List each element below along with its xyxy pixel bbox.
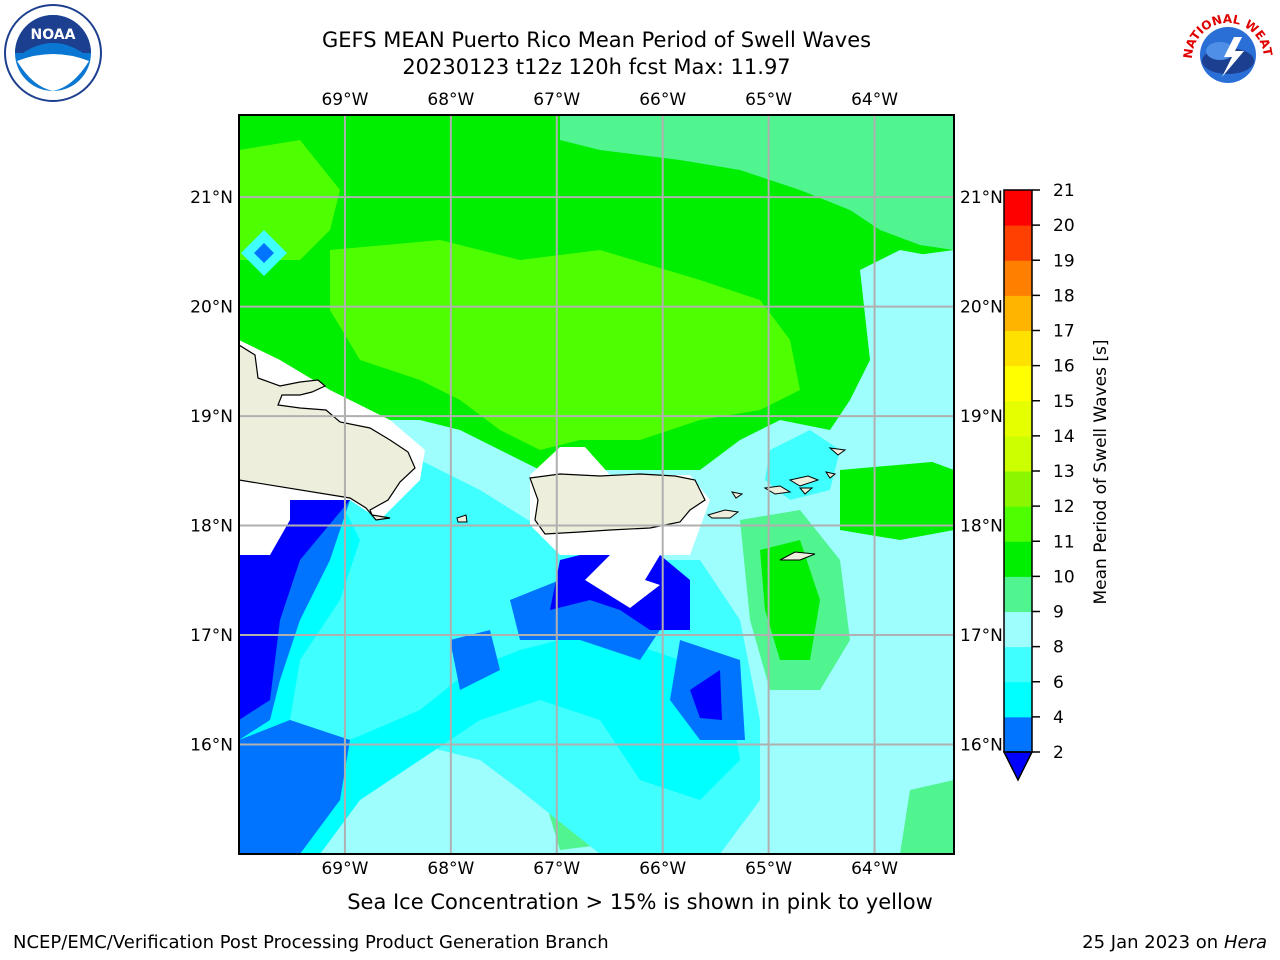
colorbar-tick-label: 12: [1053, 497, 1075, 517]
longitude-labels-top: 69°W 68°W 67°W 66°W 65°W 64°W: [321, 90, 898, 110]
colorbar-tick-label: 18: [1053, 286, 1075, 306]
longitude-label-bottom: 65°W: [745, 859, 792, 879]
colorbar-segment: [1004, 506, 1032, 542]
colorbar-segment: [1004, 646, 1032, 683]
field-band-11-12: [239, 140, 340, 260]
longitude-label-bottom: 69°W: [321, 859, 368, 879]
machine-name: Hera: [1223, 932, 1267, 953]
longitude-label-bottom: 66°W: [639, 859, 686, 879]
colorbar-tick-label: 16: [1053, 357, 1075, 377]
colorbar-tick-label: 10: [1053, 567, 1075, 587]
land-puerto-rico: [529, 473, 706, 535]
latitude-label-right: 21°N: [960, 188, 1003, 208]
longitude-label-top: 67°W: [533, 90, 580, 110]
colorbar-segment: [1004, 435, 1032, 472]
colorbar: 2 4 6 8 9 10 11 12 13 14 15 16 17 18 19 20 21: [1002, 181, 1075, 782]
noaa-logo-text: NOAA: [31, 27, 76, 43]
gridlines: [239, 115, 954, 854]
longitude-label-bottom: 68°W: [427, 859, 474, 879]
latitude-label-right: 16°N: [960, 736, 1003, 756]
field-spot-vi: [765, 430, 840, 500]
longitude-label-top: 65°W: [745, 90, 792, 110]
noaa-logo: NOAA: [4, 4, 102, 102]
longitude-label-bottom: 64°W: [851, 859, 898, 879]
field-band-9-10-se: [900, 780, 954, 854]
colorbar-tick-label: 17: [1053, 322, 1075, 342]
date-stamp: 25 Jan 2023 on Hera: [1082, 932, 1267, 953]
colorbar-segment: [1004, 190, 1032, 226]
latitude-labels-left: 21°N 20°N 19°N 18°N 17°N 16°N: [190, 188, 233, 755]
longitude-label-top: 68°W: [427, 90, 474, 110]
colorbar-tick-label: 2: [1053, 743, 1064, 763]
longitude-label-top: 66°W: [639, 90, 686, 110]
land-virgin-islands: [763, 447, 847, 495]
latitude-labels-right: 21°N 20°N 19°N 18°N 17°N 16°N: [960, 188, 1003, 755]
field-band-10-11-e: [840, 460, 954, 540]
land-hispaniola: [239, 344, 416, 521]
land-cap: [730, 491, 744, 499]
latitude-label-left: 21°N: [190, 188, 233, 208]
colorbar-tick-label: 6: [1053, 673, 1064, 693]
latitude-label-left: 18°N: [190, 517, 233, 537]
colorbar-segment: [1004, 225, 1032, 261]
date-text: 25 Jan 2023 on: [1082, 932, 1224, 953]
field-band-11-12-center: [330, 240, 800, 450]
land-vieques: [706, 509, 740, 519]
longitude-label-bottom: 67°W: [533, 859, 580, 879]
land-st-croix: [779, 551, 816, 561]
colorbar-segment: [1004, 681, 1032, 718]
field-band-8-9-e: [870, 250, 954, 470]
swell-period-field: [239, 115, 954, 854]
colorbar-segment: [1004, 541, 1032, 577]
colorbar-tick-label: 15: [1053, 392, 1075, 412]
colorbar-tick-label: 13: [1053, 462, 1075, 482]
field-spot-nw-core: [254, 243, 274, 263]
map-frame: [238, 114, 955, 855]
colorbar-extend-triangle: [1002, 751, 1034, 782]
latitude-label-right: 20°N: [960, 298, 1003, 318]
colorbar-tick-label: 4: [1053, 708, 1064, 728]
latitude-label-left: 16°N: [190, 736, 233, 756]
chart-title: GEFS MEAN Puerto Rico Mean Period of Swe…: [321, 28, 872, 52]
colorbar-segment: [1004, 400, 1032, 437]
chart-subtitle: 20230123 t12z 120h fcst Max: 11.97: [402, 55, 791, 79]
colorbar-segment: [1004, 365, 1032, 402]
colorbar-segment: [1004, 330, 1032, 367]
colorbar-tick-label: 9: [1053, 603, 1064, 623]
latitude-label-left: 20°N: [190, 298, 233, 318]
latitude-label-left: 17°N: [190, 626, 233, 646]
colorbar-segment: [1004, 471, 1032, 507]
colorbar-segment: [1004, 260, 1032, 296]
field-band-9-10-ne: [560, 115, 954, 250]
colorbar-segment: [1004, 576, 1032, 612]
colorbar-tick-label: 11: [1053, 532, 1075, 552]
field-band-4-6: [239, 500, 740, 854]
colorbar-tick-label: 21: [1053, 181, 1075, 201]
colorbar-tick-label: 20: [1053, 216, 1075, 236]
colorbar-tick-label: 19: [1053, 251, 1075, 271]
colorbar-tick-label: 14: [1053, 427, 1075, 447]
latitude-label-left: 19°N: [190, 407, 233, 427]
land-mona: [456, 514, 468, 523]
colorbar-segment: [1004, 611, 1032, 648]
longitude-label-top: 64°W: [851, 90, 898, 110]
sea-ice-caption: Sea Ice Concentration > 15% is shown in …: [347, 890, 933, 914]
colorbar-segment: [1004, 716, 1032, 753]
credit-text: NCEP/EMC/Verification Post Processing Pr…: [13, 932, 609, 953]
colorbar-segment: [1004, 295, 1032, 331]
longitude-label-top: 69°W: [321, 90, 368, 110]
colorbar-tick-label: 8: [1053, 638, 1064, 658]
colorbar-label: Mean Period of Swell Waves [s]: [1091, 340, 1111, 605]
field-band-10-11-s2: [760, 540, 820, 660]
nws-logo: NATIONAL WEATHER SERVICE: [1178, 3, 1275, 99]
latitude-label-right: 19°N: [960, 407, 1003, 427]
latitude-label-right: 18°N: [960, 517, 1003, 537]
longitude-labels-bottom: 69°W 68°W 67°W 66°W 65°W 64°W: [321, 859, 898, 879]
latitude-label-right: 17°N: [960, 626, 1003, 646]
